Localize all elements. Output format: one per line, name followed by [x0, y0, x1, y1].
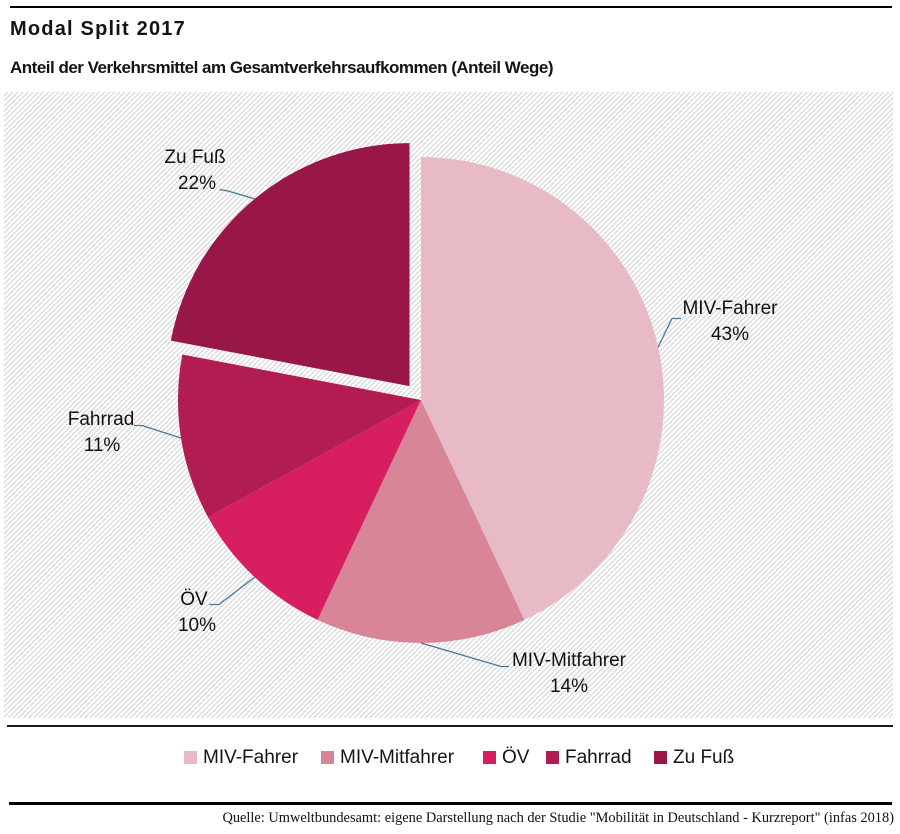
svg-text:MIV-Fahrer: MIV-Fahrer — [682, 298, 778, 319]
svg-text:14%: 14% — [550, 676, 588, 697]
svg-text:MIV-Mitfahrer: MIV-Mitfahrer — [512, 650, 627, 671]
svg-text:11%: 11% — [84, 435, 121, 456]
svg-text:Zu Fuß: Zu Fuß — [164, 147, 225, 168]
svg-text:43%: 43% — [711, 324, 749, 345]
svg-text:22%: 22% — [178, 173, 216, 194]
svg-text:Fahrrad: Fahrrad — [68, 409, 135, 430]
svg-text:ÖV: ÖV — [180, 589, 208, 610]
svg-text:10%: 10% — [178, 615, 216, 636]
